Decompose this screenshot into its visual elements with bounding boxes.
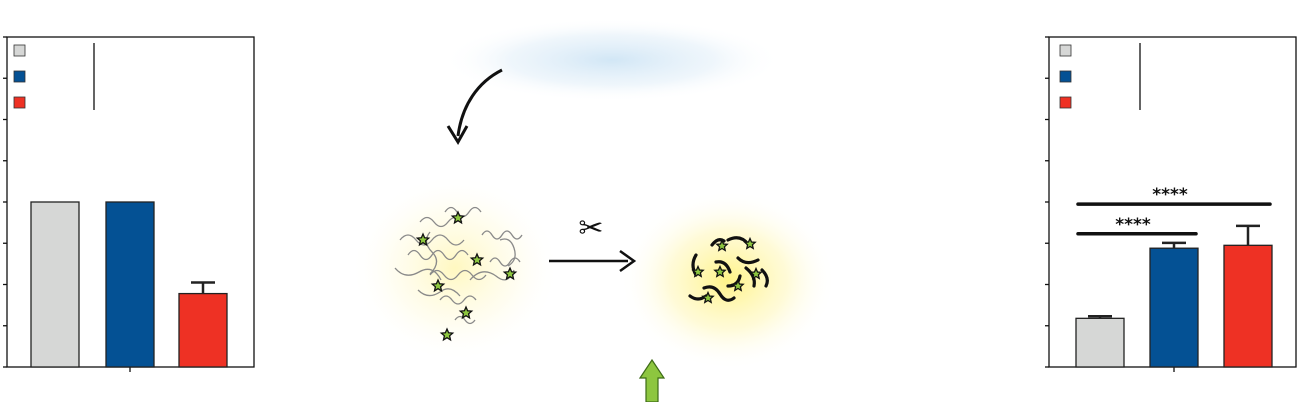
legend-swatch: [13, 70, 26, 83]
left-bar-chart: [3, 36, 255, 372]
star-label-icon: [450, 210, 466, 225]
scissors-icon: ✂: [578, 211, 603, 246]
legend-swatch: [1059, 96, 1072, 109]
protein-glow: [350, 173, 560, 363]
legend-swatch: [13, 96, 26, 109]
right-chart-error-bars: [1088, 224, 1260, 319]
star-label-icon: [715, 238, 729, 252]
green-up-arrow-icon: [638, 358, 666, 402]
star-label-icon: [743, 236, 757, 250]
protein-ribbon-icon: [394, 206, 523, 325]
legend-swatch: [13, 44, 26, 57]
schematic: ✂: [350, 18, 836, 402]
significance-label: ****: [1152, 185, 1188, 205]
bar: [1075, 317, 1125, 368]
fragment-glow: [620, 190, 836, 370]
star-label-icon: [415, 232, 431, 247]
fragment-labels: [691, 236, 763, 304]
star-label-icon: [430, 278, 446, 293]
bar: [178, 292, 228, 368]
process-arrow: [549, 249, 637, 273]
bar: [30, 201, 80, 368]
bar: [1223, 244, 1273, 368]
star-label-icon: [749, 266, 763, 280]
blue-glow: [442, 18, 782, 102]
star-label-icon: [502, 266, 518, 281]
right-bar-chart: ********: [1045, 36, 1297, 372]
left-chart-error-bars: [191, 281, 215, 294]
significance-label: ****: [1115, 215, 1151, 235]
star-label-icon: [731, 278, 745, 292]
left-chart-legend: [13, 43, 95, 110]
star-label-icon: [701, 290, 715, 304]
right-chart-significance: ********: [1076, 185, 1272, 236]
star-label-icon: [691, 264, 705, 278]
bar: [1149, 247, 1199, 368]
legend-swatch: [1059, 70, 1072, 83]
star-label-icon: [713, 264, 727, 278]
left-chart-bars: [30, 201, 228, 368]
bar: [105, 201, 155, 368]
protein-labels: [415, 210, 518, 342]
star-label-icon: [458, 305, 474, 320]
curved-arrow-icon: [446, 68, 503, 145]
star-label-icon: [469, 252, 485, 267]
star-label-icon: [439, 327, 455, 342]
right-chart-legend: [1059, 43, 1141, 110]
right-chart-bars: [1075, 244, 1273, 368]
legend-swatch: [1059, 44, 1072, 57]
